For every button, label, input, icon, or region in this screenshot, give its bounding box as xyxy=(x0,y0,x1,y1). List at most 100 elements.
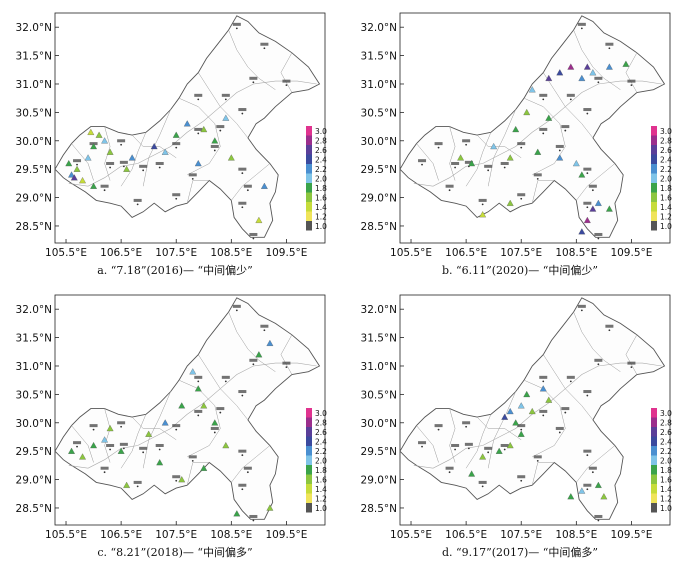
station-name-mark xyxy=(249,514,258,518)
lat-tick-label: 30.5°N xyxy=(16,107,52,119)
district-border xyxy=(476,134,522,159)
station-marker xyxy=(68,447,75,454)
station-name-mark xyxy=(172,424,181,428)
lon-tick-label: 107.5°E xyxy=(500,529,542,541)
district-border xyxy=(104,126,111,181)
station-name-mark xyxy=(583,167,592,171)
station-marker xyxy=(605,63,613,70)
station-name-mark xyxy=(119,160,128,164)
station-dot xyxy=(520,428,523,431)
station-dot xyxy=(252,363,255,366)
station-dot xyxy=(542,98,545,101)
legend-label: 1.2 xyxy=(315,213,327,222)
legend-swatch xyxy=(651,446,657,456)
station-marker xyxy=(260,182,268,189)
lon-tick-label: 105.5°E xyxy=(390,247,432,259)
station-name-mark xyxy=(539,93,548,97)
panel-caption: d. “9.17”(2017)— “中间偏多” xyxy=(441,546,599,559)
station-name-mark xyxy=(539,409,548,413)
station-marker xyxy=(73,165,81,172)
legend-label: 2.6 xyxy=(660,146,672,155)
station-marker xyxy=(211,137,219,144)
station-name-mark xyxy=(594,232,603,236)
station-marker xyxy=(227,154,235,161)
legend-swatch xyxy=(306,493,312,503)
legend-swatch xyxy=(651,173,657,183)
station-name-mark xyxy=(517,475,526,479)
station-dot xyxy=(224,98,227,101)
legend-swatch xyxy=(651,211,657,221)
lat-tick-label: 28.5°N xyxy=(361,221,397,233)
station-dot xyxy=(586,206,589,209)
station-dot xyxy=(191,459,194,462)
station-marker xyxy=(578,74,586,82)
station-dot xyxy=(586,488,589,491)
station-dot xyxy=(448,189,451,192)
station-marker xyxy=(123,165,131,172)
station-marker xyxy=(79,177,87,184)
station-marker xyxy=(106,148,114,155)
lon-tick-label: 105.5°E xyxy=(45,247,87,259)
station-dot xyxy=(235,27,238,30)
station-name-mark xyxy=(577,22,586,26)
station-name-mark xyxy=(216,125,225,129)
station-marker xyxy=(479,453,487,460)
station-dot xyxy=(76,163,78,166)
legend-swatch xyxy=(651,192,657,202)
station-marker xyxy=(583,216,591,223)
legend-swatch xyxy=(651,436,657,446)
legend-label: 1.0 xyxy=(315,504,327,513)
station-marker xyxy=(84,154,92,161)
station-name-mark xyxy=(561,125,570,129)
station-marker xyxy=(87,128,95,135)
station-name-mark xyxy=(588,466,597,470)
region-outline xyxy=(54,15,321,238)
station-dot xyxy=(586,172,589,175)
station-dot xyxy=(241,454,244,457)
station-name-mark xyxy=(221,375,230,379)
lat-tick-label: 29.0°N xyxy=(361,475,397,487)
station-dot xyxy=(597,237,600,240)
station-marker xyxy=(468,470,476,477)
district-border xyxy=(576,445,616,483)
lat-tick-label: 30.5°N xyxy=(16,389,52,401)
legend-swatch xyxy=(306,135,312,145)
station-dot xyxy=(109,166,112,169)
station-name-mark xyxy=(249,358,258,362)
station-name-mark xyxy=(594,514,603,518)
station-marker xyxy=(622,60,630,67)
station-marker xyxy=(479,211,487,218)
station-marker xyxy=(90,182,98,189)
station-dot xyxy=(136,485,139,488)
station-dot xyxy=(591,189,594,192)
legend-swatch xyxy=(306,145,312,155)
legend-swatch xyxy=(651,427,657,437)
river-line xyxy=(68,80,317,187)
station-dot xyxy=(285,366,288,369)
station-name-mark xyxy=(139,446,148,450)
lon-tick-label: 107.5°E xyxy=(155,247,197,259)
station-name-mark xyxy=(216,407,225,411)
legend-label: 1.2 xyxy=(315,495,327,504)
station-name-mark xyxy=(89,424,98,428)
station-dot xyxy=(586,454,589,457)
station-dot xyxy=(481,203,484,206)
legend-label: 1.8 xyxy=(660,184,672,193)
district-border xyxy=(523,97,566,176)
lon-tick-label: 109.5°E xyxy=(265,247,307,259)
station-dot xyxy=(520,197,523,200)
lat-tick-label: 29.0°N xyxy=(361,193,397,205)
legend-label: 1.2 xyxy=(660,213,672,222)
legend-label: 1.6 xyxy=(660,194,672,203)
station-marker xyxy=(578,171,586,178)
station-dot xyxy=(608,329,611,332)
station-marker xyxy=(145,430,153,437)
station-dot xyxy=(630,84,633,87)
station-marker xyxy=(545,396,553,403)
station-marker xyxy=(539,385,547,392)
station-dot xyxy=(175,146,178,149)
legend-label: 2.6 xyxy=(315,146,327,155)
legend-swatch xyxy=(306,446,312,456)
legend-swatch xyxy=(306,436,312,446)
station-name-mark xyxy=(451,443,460,447)
